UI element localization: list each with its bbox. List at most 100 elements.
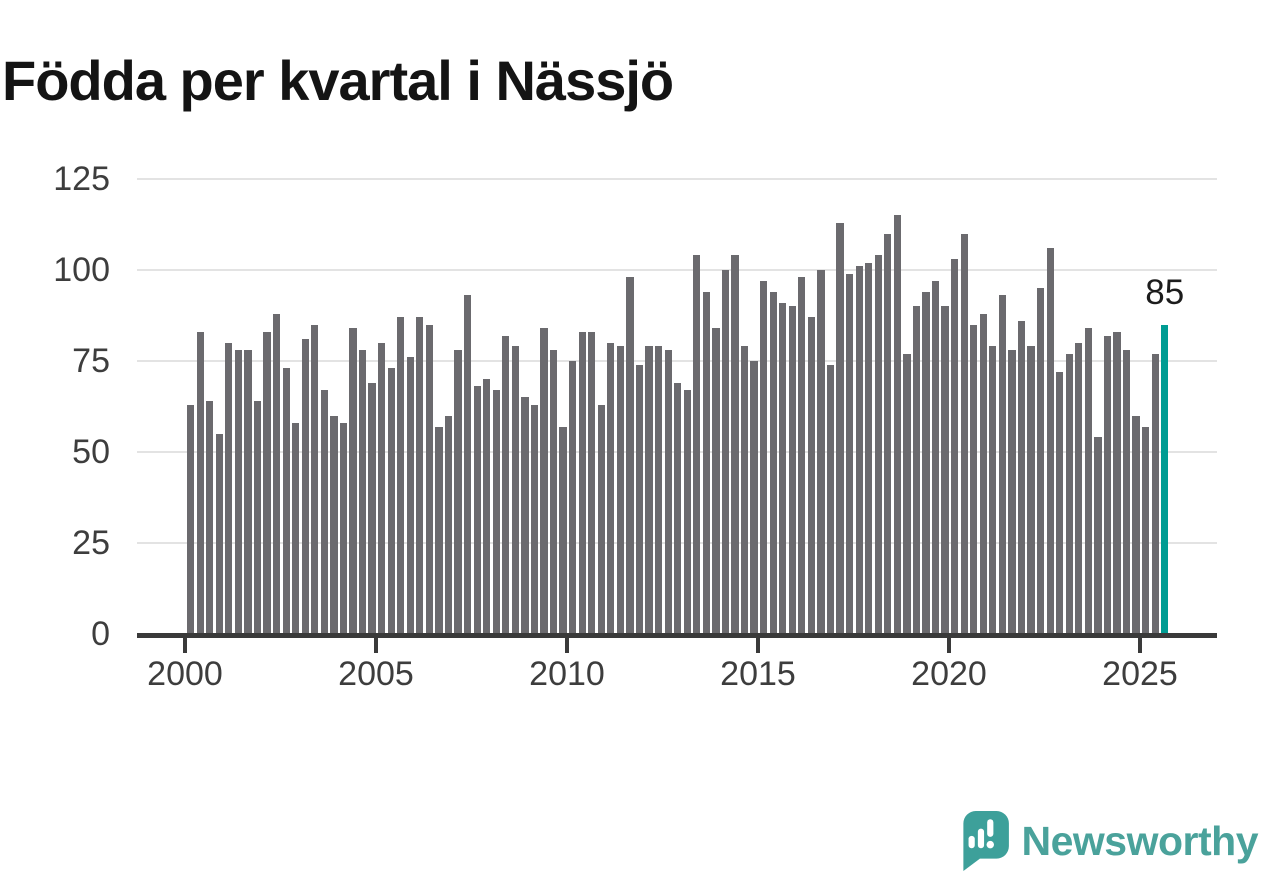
bar — [836, 222, 844, 634]
bar — [263, 331, 271, 634]
bar — [1036, 288, 1045, 634]
bar — [368, 382, 376, 634]
highlight-value-label: 85 — [1145, 272, 1185, 312]
bar — [1122, 350, 1131, 634]
bar — [454, 350, 462, 634]
bar — [941, 306, 949, 634]
bar — [998, 295, 1007, 634]
bar — [206, 401, 214, 634]
x-axis-tick — [756, 637, 760, 653]
bar — [1113, 331, 1121, 634]
bar — [272, 313, 281, 634]
bar — [187, 404, 195, 634]
bar — [588, 331, 596, 634]
y-axis-tick-label: 75 — [72, 342, 110, 380]
bar — [349, 328, 357, 634]
bar — [549, 350, 558, 634]
bar — [664, 350, 672, 634]
x-axis-tick-label: 2020 — [911, 655, 987, 693]
bar — [387, 368, 395, 634]
x-axis-tick — [374, 637, 378, 653]
bar — [712, 328, 720, 634]
bar — [654, 346, 663, 634]
bar — [225, 342, 233, 634]
bar — [502, 335, 510, 634]
bar — [292, 422, 300, 634]
bar — [807, 317, 816, 634]
bar — [788, 306, 796, 634]
x-axis-tick-label: 2010 — [529, 655, 605, 693]
bar — [970, 324, 978, 634]
newsworthy-logo-text: Newsworthy — [1021, 817, 1259, 864]
bar — [473, 386, 481, 634]
bar — [253, 401, 262, 634]
x-axis-tick-label: 2025 — [1102, 655, 1178, 693]
y-axis-tick-label: 0 — [91, 615, 110, 653]
bar — [1151, 353, 1159, 634]
bar — [912, 306, 921, 634]
bar — [826, 364, 835, 634]
bar — [960, 233, 968, 634]
bar — [521, 397, 529, 634]
bar — [282, 368, 290, 634]
bar — [483, 379, 491, 634]
bar — [1017, 320, 1026, 634]
x-axis-tick-label: 2015 — [720, 655, 796, 693]
bar — [635, 364, 644, 634]
bar — [559, 426, 567, 634]
bar — [769, 291, 777, 634]
x-axis-tick — [183, 637, 187, 653]
bar — [358, 350, 367, 634]
bar — [626, 277, 634, 634]
x-axis-line — [137, 633, 1217, 638]
bar — [1075, 342, 1083, 634]
bar — [530, 404, 539, 634]
bar — [817, 270, 825, 634]
bar — [607, 342, 615, 634]
bar — [903, 353, 911, 634]
bar — [578, 331, 586, 634]
bar — [406, 357, 414, 634]
bar — [779, 302, 787, 634]
bar — [511, 346, 519, 634]
bar — [320, 390, 328, 634]
gridline — [137, 360, 1217, 362]
bar — [1094, 437, 1102, 634]
bar — [378, 342, 386, 634]
bar — [855, 266, 863, 634]
x-axis-tick — [565, 637, 569, 653]
bar — [540, 328, 548, 634]
bar — [597, 404, 605, 634]
y-axis-tick-label: 100 — [53, 251, 110, 289]
bar — [416, 317, 424, 634]
bar — [435, 426, 443, 634]
bar — [922, 291, 930, 634]
bar — [463, 295, 472, 634]
bar — [721, 270, 730, 634]
bar — [616, 346, 625, 634]
bar — [330, 415, 338, 634]
bar — [425, 324, 434, 634]
bar — [444, 415, 453, 634]
bar — [196, 331, 204, 634]
bar — [683, 390, 691, 634]
newsworthy-logo: Newsworthy — [955, 811, 1259, 871]
x-axis-tick — [1138, 637, 1142, 653]
x-axis-tick-label: 2000 — [147, 655, 223, 693]
bar — [951, 259, 959, 634]
bar — [301, 339, 309, 634]
bar — [931, 280, 940, 634]
bar — [397, 317, 405, 634]
gridline — [137, 269, 1217, 271]
x-axis-tick-label: 2005 — [338, 655, 414, 693]
bar — [1132, 415, 1140, 634]
bar — [1065, 353, 1073, 634]
y-axis-tick-label: 25 — [72, 524, 110, 562]
bar — [1084, 328, 1092, 634]
bar — [702, 291, 710, 634]
bar — [569, 361, 577, 634]
bar — [979, 313, 987, 634]
bar — [989, 346, 997, 634]
bar — [234, 350, 243, 634]
bar — [874, 255, 882, 634]
